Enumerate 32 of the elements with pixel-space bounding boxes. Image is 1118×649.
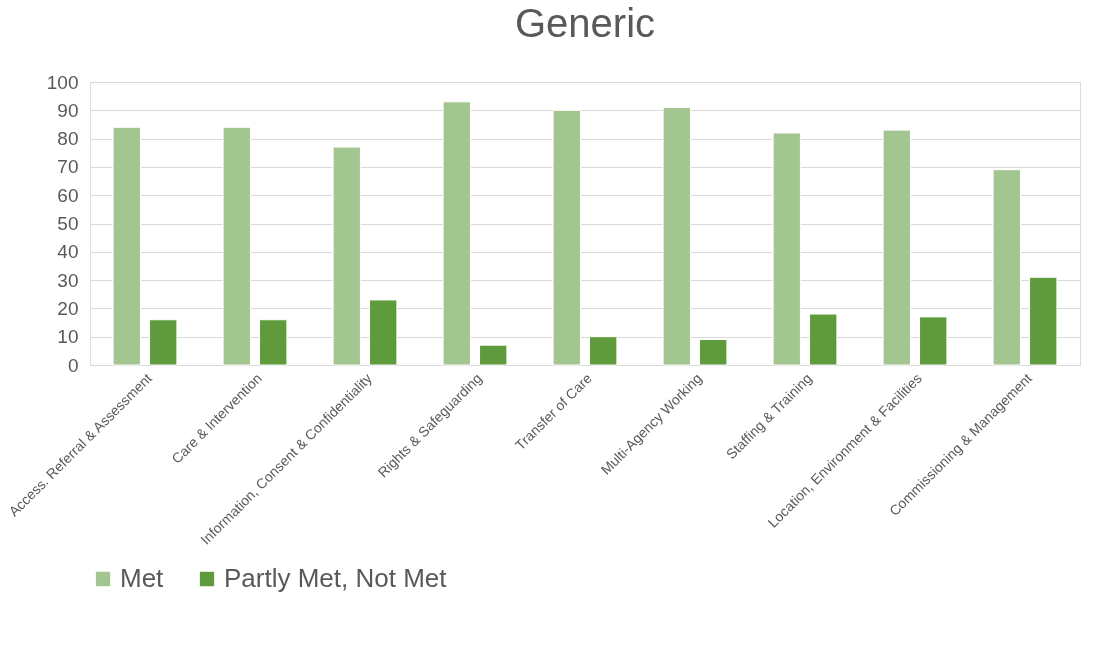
bar — [919, 316, 948, 366]
y-tick-label: 30 — [57, 269, 79, 291]
y-tick-label: 40 — [57, 241, 79, 263]
bar — [479, 344, 508, 366]
legend-label: Met — [120, 563, 165, 593]
y-tick-label: 100 — [46, 71, 79, 93]
bar — [149, 319, 178, 366]
y-tick-label: 60 — [57, 184, 79, 206]
bar — [222, 126, 251, 366]
bar — [332, 146, 361, 366]
legend-label: Partly Met, Not Met — [224, 563, 448, 593]
bar — [809, 313, 838, 366]
bar — [552, 109, 581, 366]
bar — [1029, 276, 1058, 366]
y-tick-label: 50 — [57, 213, 79, 234]
chart-title: Generic — [514, 1, 656, 45]
bar — [772, 132, 801, 366]
bar — [112, 126, 141, 366]
bar — [699, 339, 728, 366]
y-tick-label: 20 — [57, 297, 79, 319]
bar — [882, 129, 911, 366]
bar — [589, 336, 618, 366]
bar — [369, 299, 398, 366]
y-tick-label: 10 — [57, 326, 79, 348]
bar — [662, 106, 691, 366]
bar — [442, 101, 471, 366]
y-tick-label: 80 — [57, 128, 79, 150]
y-tick-label: 70 — [57, 156, 79, 178]
y-tick-label: 90 — [57, 99, 79, 121]
bar — [992, 169, 1021, 366]
y-tick-label: 0 — [67, 354, 79, 376]
bar — [259, 319, 288, 366]
